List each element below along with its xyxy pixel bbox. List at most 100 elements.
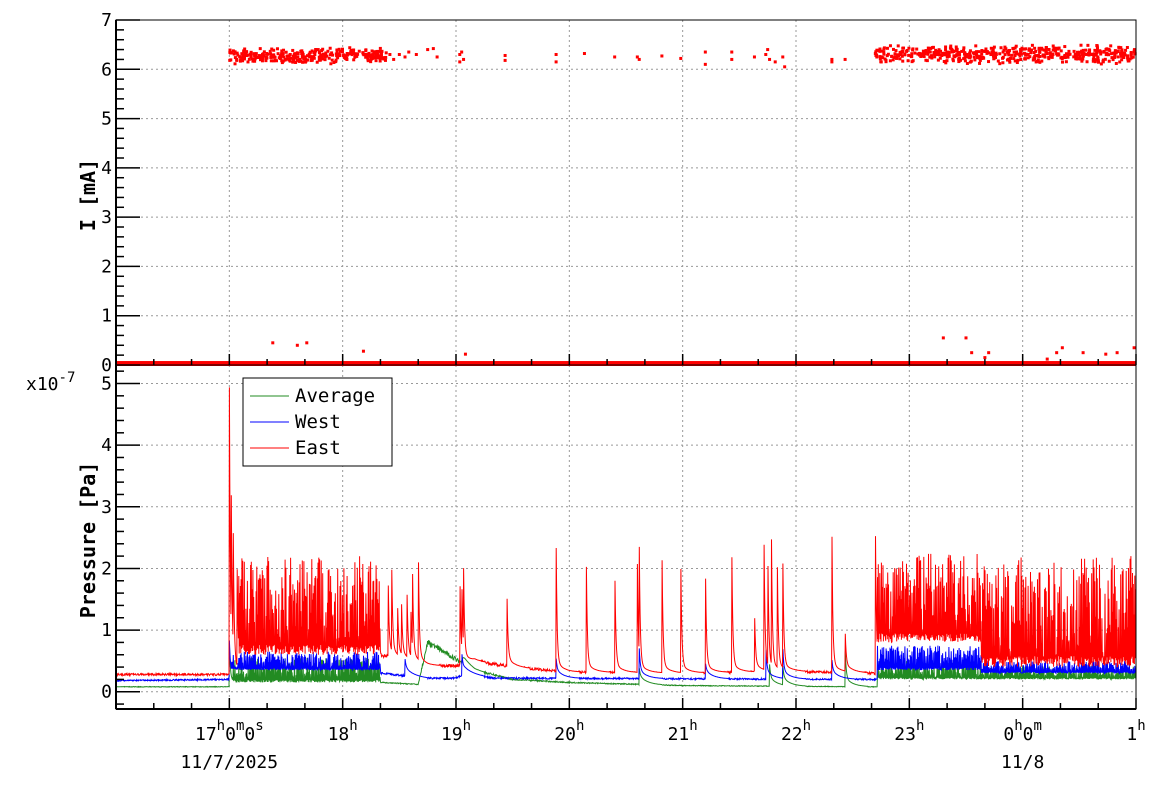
current-point xyxy=(901,59,905,63)
current-point xyxy=(963,59,967,63)
current-point xyxy=(1077,56,1081,60)
current-point xyxy=(321,52,325,56)
current-point xyxy=(953,55,957,59)
current-point xyxy=(328,53,332,57)
current-point xyxy=(1122,52,1126,56)
current-point xyxy=(377,54,381,58)
current-point xyxy=(273,58,277,62)
current-point xyxy=(242,49,246,53)
current-point xyxy=(927,49,931,53)
current-point xyxy=(962,48,966,52)
current-y-tick-label: 6 xyxy=(101,59,112,80)
current-point xyxy=(1026,56,1030,60)
current-point xyxy=(926,52,930,56)
current-point xyxy=(361,51,365,55)
current-point xyxy=(1018,54,1022,58)
current-point xyxy=(1080,52,1084,56)
current-point xyxy=(352,48,356,52)
current-point xyxy=(1089,52,1093,56)
current-point xyxy=(314,48,318,52)
current-point xyxy=(1022,47,1026,51)
current-point xyxy=(1108,49,1112,53)
current-axis-label: I [mA] xyxy=(76,159,100,231)
current-y-tick-label: 1 xyxy=(101,306,112,327)
pressure-line-west xyxy=(116,640,1136,683)
current-point xyxy=(253,57,257,61)
current-point xyxy=(503,53,507,57)
current-point xyxy=(1127,59,1131,63)
x-tick-value: 17 xyxy=(195,724,217,745)
current-point xyxy=(326,49,330,53)
current-point xyxy=(1035,59,1039,63)
current-point xyxy=(330,58,334,62)
current-point xyxy=(338,49,342,53)
current-point xyxy=(379,52,383,56)
current-point xyxy=(1044,46,1048,50)
current-point xyxy=(275,47,279,51)
pressure-y-tick-label: 1 xyxy=(101,620,112,641)
current-point xyxy=(938,56,942,60)
current-point xyxy=(374,53,378,57)
current-point xyxy=(243,47,247,51)
current-point xyxy=(975,52,979,56)
current-point xyxy=(901,49,905,53)
current-point xyxy=(992,51,996,55)
current-point xyxy=(984,47,988,51)
current-point xyxy=(980,56,984,60)
x-tick-value: 0 xyxy=(1003,724,1014,745)
current-point xyxy=(1111,51,1115,55)
current-point xyxy=(1117,45,1121,49)
current-point xyxy=(271,341,275,345)
current-point xyxy=(978,61,982,65)
current-point xyxy=(327,56,331,60)
current-point xyxy=(766,48,770,52)
x-tick-label: 18h xyxy=(328,718,358,745)
current-point xyxy=(830,57,834,61)
current-point xyxy=(392,57,396,61)
current-point xyxy=(660,54,664,58)
current-point xyxy=(999,46,1003,50)
pressure-y-tick-label: 2 xyxy=(101,558,112,579)
current-point xyxy=(936,58,940,62)
current-point xyxy=(332,60,336,64)
current-point xyxy=(228,48,232,52)
current-point xyxy=(911,59,915,63)
current-point xyxy=(963,52,967,56)
current-point xyxy=(1081,54,1085,58)
current-point xyxy=(375,49,379,53)
current-point xyxy=(261,52,265,56)
current-point xyxy=(939,49,943,53)
current-point xyxy=(1032,56,1036,60)
current-point xyxy=(876,48,880,52)
current-point xyxy=(1077,53,1081,57)
current-point xyxy=(1116,55,1120,59)
current-point xyxy=(976,55,980,59)
current-point xyxy=(1102,49,1106,53)
current-point xyxy=(878,47,882,51)
current-point xyxy=(1032,51,1036,55)
current-point xyxy=(300,55,304,59)
current-point xyxy=(334,52,338,56)
current-point xyxy=(1013,59,1017,63)
current-point xyxy=(1037,47,1041,51)
pressure-line-east xyxy=(116,387,1136,678)
current-point xyxy=(1005,58,1009,62)
current-point xyxy=(1063,45,1067,49)
current-point xyxy=(878,55,882,59)
current-point xyxy=(875,55,879,59)
current-point xyxy=(366,53,370,57)
current-point xyxy=(1072,55,1076,59)
current-point xyxy=(1002,48,1006,52)
current-point xyxy=(340,47,344,51)
current-point xyxy=(1094,58,1098,62)
current-point xyxy=(291,60,295,64)
current-point xyxy=(324,53,328,57)
current-point xyxy=(1054,46,1058,50)
current-point xyxy=(1113,54,1117,58)
current-point xyxy=(1023,57,1027,61)
current-point xyxy=(930,56,934,60)
current-point xyxy=(1061,60,1065,64)
current-point xyxy=(1120,58,1124,62)
current-point xyxy=(951,59,955,63)
current-point xyxy=(383,58,387,62)
